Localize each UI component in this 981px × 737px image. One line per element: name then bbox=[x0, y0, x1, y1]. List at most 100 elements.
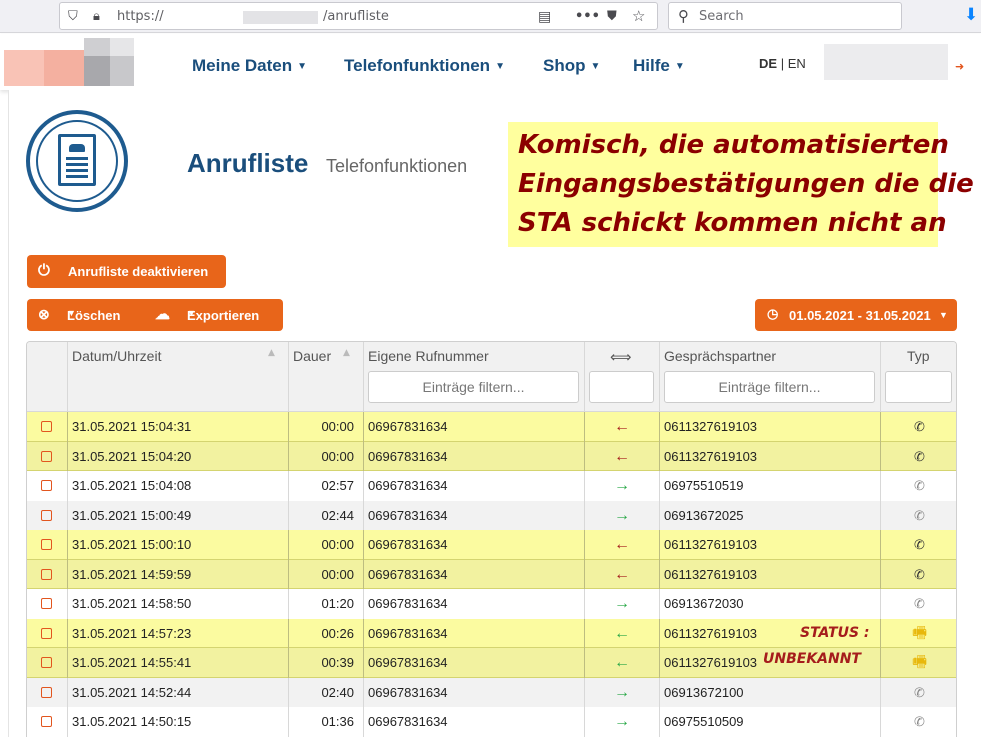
lang-de[interactable]: DE bbox=[759, 56, 778, 71]
table-row[interactable]: 31.05.2021 14:59:59 00:00 06967831634 ← 0611… bbox=[27, 559, 956, 590]
direction-cell: ← bbox=[585, 441, 660, 471]
reader-view-icon[interactable]: ▤ bbox=[538, 9, 552, 25]
nav-meine-daten[interactable]: Meine Daten ▼ bbox=[192, 56, 308, 75]
table-row[interactable]: 31.05.2021 15:04:31 00:00 06967831634 ← 0611… bbox=[27, 412, 956, 442]
lock-icon[interactable]: 🔒︎ bbox=[93, 9, 100, 24]
row-checkbox[interactable] bbox=[41, 598, 52, 609]
own-number-cell: 06967831634 bbox=[364, 707, 585, 737]
direction-filter-input[interactable] bbox=[589, 371, 654, 403]
datetime-cell: 31.05.2021 15:04:20 bbox=[68, 441, 289, 471]
select-cell bbox=[27, 412, 68, 442]
table-row[interactable]: 31.05.2021 15:04:08 02:57 06967831634 → 0697… bbox=[27, 471, 956, 501]
direction-cell: ← bbox=[585, 618, 660, 648]
type-cell: ✆ bbox=[881, 560, 956, 590]
bookmark-star-icon[interactable]: ☆ bbox=[632, 7, 646, 25]
search-box[interactable]: ⚲ Search bbox=[668, 2, 902, 30]
own-number-filter-input[interactable] bbox=[368, 371, 579, 403]
phone-icon: ✆ bbox=[914, 714, 925, 729]
th-type[interactable]: Typ bbox=[881, 342, 956, 412]
select-cell bbox=[27, 441, 68, 471]
type-filter-input[interactable] bbox=[885, 371, 952, 403]
row-checkbox[interactable] bbox=[41, 480, 52, 491]
cloud-download-icon: ☁ bbox=[155, 306, 170, 323]
th-select bbox=[27, 342, 68, 412]
partner-filter-input[interactable] bbox=[664, 371, 875, 403]
row-checkbox[interactable] bbox=[41, 627, 52, 639]
nav-hilfe[interactable]: Hilfe ▼ bbox=[633, 56, 685, 75]
table-row[interactable]: 31.05.2021 14:58:50 01:20 06967831634 → 0691… bbox=[27, 589, 956, 619]
th-duration[interactable]: Dauer ▲ bbox=[289, 342, 364, 412]
table-row[interactable]: 31.05.2021 14:57:23 00:26 06967831634 ← 0611… bbox=[27, 618, 956, 648]
duration-cell: 01:20 bbox=[289, 589, 364, 619]
duration-cell: 00:39 bbox=[289, 648, 364, 678]
nav-shop[interactable]: Shop ▼ bbox=[543, 56, 601, 75]
row-checkbox[interactable] bbox=[41, 686, 52, 698]
th-partner[interactable]: Gesprächspartner bbox=[660, 342, 881, 412]
search-placeholder: Search bbox=[699, 9, 744, 24]
incoming-arrow-icon: ← bbox=[614, 418, 630, 435]
row-checkbox[interactable] bbox=[41, 716, 52, 727]
select-cell bbox=[27, 648, 68, 678]
table-row[interactable]: 31.05.2021 15:04:20 00:00 06967831634 ← 0611… bbox=[27, 441, 956, 471]
direction-cell: ← bbox=[585, 559, 660, 589]
logout-icon[interactable]: ➜ bbox=[955, 60, 965, 73]
th-datetime[interactable]: Datum/Uhrzeit ▲ bbox=[68, 342, 289, 412]
row-checkbox[interactable] bbox=[41, 539, 52, 550]
type-cell: ✆ bbox=[881, 530, 956, 560]
row-checkbox[interactable] bbox=[41, 657, 52, 668]
incoming-arrow-icon: ← bbox=[614, 447, 630, 465]
partner-cell: 06975510519 bbox=[660, 471, 881, 501]
type-cell: ✆ bbox=[881, 707, 956, 737]
th-direction[interactable]: ⟺ bbox=[585, 342, 660, 412]
more-actions-icon[interactable]: ••• bbox=[575, 9, 600, 24]
direction-cell: → bbox=[585, 707, 660, 737]
deactivate-call-list-button[interactable]: ⏻ Anrufliste deaktivieren bbox=[27, 255, 226, 288]
type-cell: ✆ bbox=[881, 501, 956, 531]
nav-telefonfunktionen[interactable]: Telefonfunktionen ▼ bbox=[344, 56, 505, 75]
table-row[interactable]: 31.05.2021 14:52:44 02:40 06967831634 → 0691… bbox=[27, 677, 956, 708]
own-number-cell: 06967831634 bbox=[364, 677, 585, 707]
direction-cell: ← bbox=[585, 412, 660, 442]
sort-icon[interactable]: ▲ bbox=[268, 348, 275, 358]
action-button-group: ⊗ Löschen ▼ ☁ Exportieren ▼ bbox=[27, 299, 283, 331]
language-switcher: DE | EN bbox=[759, 56, 806, 71]
partner-cell: 0611327619103 bbox=[660, 530, 881, 560]
shield-icon[interactable]: ⛉ bbox=[68, 9, 78, 24]
chevron-down-icon: ▼ bbox=[939, 310, 948, 320]
date-range-button[interactable]: ◷ 01.05.2021 - 31.05.2021 ▼ bbox=[755, 299, 957, 331]
outgoing-arrow-icon: → bbox=[614, 477, 630, 494]
fax-icon: 🖷︎ bbox=[911, 654, 928, 671]
row-checkbox[interactable] bbox=[41, 421, 52, 432]
download-icon[interactable]: ⬇ bbox=[964, 5, 979, 25]
search-icon: ⚲ bbox=[678, 7, 689, 25]
own-number-cell: 06967831634 bbox=[364, 648, 585, 678]
row-checkbox[interactable] bbox=[41, 568, 52, 580]
logo-redacted[interactable] bbox=[4, 38, 152, 86]
pocket-icon[interactable]: ⛊ bbox=[607, 9, 617, 24]
type-cell: ✆ bbox=[881, 678, 956, 708]
table-row[interactable]: 31.05.2021 14:55:41 00:39 06967831634 ← 0611… bbox=[27, 648, 956, 678]
table-row[interactable]: 31.05.2021 15:00:10 00:00 06967831634 ← 0611… bbox=[27, 530, 956, 560]
type-cell: ✆ bbox=[881, 471, 956, 501]
partner-cell: 06975510509 bbox=[660, 707, 881, 737]
phone-icon: ✆ bbox=[914, 566, 925, 582]
datetime-cell: 31.05.2021 15:04:08 bbox=[68, 471, 289, 501]
table-row[interactable]: 31.05.2021 14:50:15 01:36 06967831634 → 0697… bbox=[27, 707, 956, 737]
table-row[interactable]: 31.05.2021 15:00:49 02:44 06967831634 → 0691… bbox=[27, 500, 956, 531]
row-checkbox[interactable] bbox=[41, 509, 52, 521]
datetime-cell: 31.05.2021 14:57:23 bbox=[68, 618, 289, 648]
row-checkbox[interactable] bbox=[41, 450, 52, 462]
duration-cell: 02:44 bbox=[289, 500, 364, 530]
direction-cell: → bbox=[585, 500, 660, 530]
sort-icon[interactable]: ▲ bbox=[343, 348, 350, 358]
annotation-note: Komisch, die automatisierten Eingangsbes… bbox=[508, 122, 974, 247]
phone-icon: ✆ bbox=[914, 478, 925, 493]
lang-en[interactable]: EN bbox=[787, 56, 806, 71]
outgoing-arrow-icon: → bbox=[614, 713, 630, 730]
th-own-number[interactable]: Eigene Rufnummer bbox=[364, 342, 585, 412]
address-bar[interactable]: ⛉ 🔒︎ https:// /anrufliste ▤ ••• ⛊ ☆ bbox=[59, 2, 658, 30]
own-number-cell: 06967831634 bbox=[364, 589, 585, 619]
own-number-cell: 06967831634 bbox=[364, 559, 585, 589]
direction-cell: ← bbox=[585, 530, 660, 560]
duration-cell: 02:57 bbox=[289, 471, 364, 501]
